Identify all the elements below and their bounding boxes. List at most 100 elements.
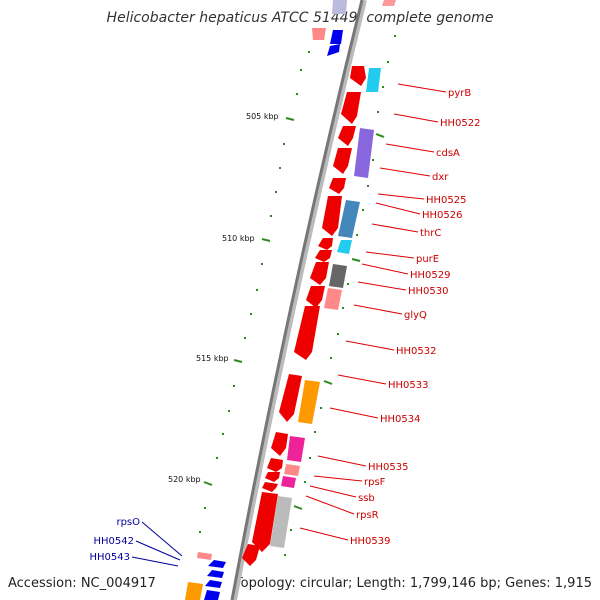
gene-label[interactable]: ssb [358,493,375,504]
label-leader [337,374,387,385]
gene-arrow[interactable] [315,250,332,262]
label-leader [313,475,363,482]
gene-label[interactable]: HH0533 [388,380,429,391]
gene-arrow[interactable] [262,482,278,492]
gene-arrow[interactable] [312,28,326,40]
gene-arrow[interactable] [318,238,333,250]
gene-arrow[interactable] [329,178,346,194]
gene-label[interactable]: HH0535 [368,462,409,473]
feature-box[interactable] [337,240,352,254]
gene-arrow[interactable] [338,126,356,146]
feature-box[interactable] [329,264,347,288]
gene-label[interactable]: pyrB [448,88,471,99]
label-leader [379,167,431,177]
gene-label[interactable]: dxr [432,172,449,183]
gene-label[interactable]: cdsA [436,148,460,159]
forward-gene-labels: pyrB HH0522 cdsA dxr HH0525 HH0526 thrC … [350,88,481,547]
label-leader [309,485,357,498]
label-leader [305,495,355,515]
gene-label[interactable]: HH0539 [350,536,391,547]
gene-arrow[interactable] [322,196,342,236]
gene-label[interactable]: HH0526 [422,210,463,221]
tick-mark [293,505,303,510]
gene-arrow[interactable] [382,0,396,6]
feature-box[interactable] [281,476,296,488]
genome-backbone-shadow [231,0,367,600]
label-leader [353,304,403,315]
feature-box[interactable] [324,288,342,310]
label-leader [375,202,421,215]
gene-arrow[interactable] [242,544,260,566]
feature-box[interactable] [338,200,360,238]
label-leader [135,540,181,561]
gene-label[interactable]: HH0530 [408,286,449,297]
reverse-label-leaders [131,521,183,567]
feature-box[interactable] [185,582,203,600]
gene-label[interactable]: HH0543 [90,552,131,563]
label-leader [345,340,395,351]
tick-mark [233,359,243,363]
label-leader [329,407,379,419]
label-leader [299,527,349,541]
gene-label[interactable]: HH0532 [396,346,437,357]
feature-box[interactable] [298,380,320,424]
tick-mark [203,481,213,486]
gene-label[interactable]: HH0529 [410,270,451,281]
gene-label[interactable]: HH0525 [426,195,467,206]
gene-label[interactable]: HH0534 [380,414,421,425]
feature-box[interactable] [366,68,381,92]
gene-arrow[interactable] [208,560,226,568]
tick-mark [323,380,333,385]
label-leader [317,455,367,467]
gene-arrow[interactable] [271,432,288,456]
label-leader [141,521,183,557]
gene-arrow[interactable] [197,552,212,560]
gene-label[interactable]: rpsF [364,477,386,488]
gene-label[interactable]: HH0522 [440,118,481,129]
tick-label: 505 kbp [246,112,279,121]
gene-label[interactable]: rpsR [356,510,379,521]
gene-arrow[interactable] [330,30,343,44]
gene-arrow[interactable] [350,66,366,86]
label-leader [131,556,179,567]
gene-label[interactable]: thrC [420,228,441,239]
tick-mark [285,117,295,121]
tick-label: 515 kbp [196,354,229,363]
feature-box[interactable] [284,464,300,476]
gene-arrow[interactable] [279,374,302,422]
gene-label[interactable]: HH0542 [94,536,135,547]
gene-arrow[interactable] [204,590,220,600]
genome-backbone [230,0,364,600]
gene-arrow[interactable] [294,306,320,360]
gene-arrow[interactable] [267,458,283,472]
feature-box[interactable] [332,0,347,14]
feature-boxes [185,0,381,600]
label-leader [393,113,439,123]
feature-box[interactable] [270,496,292,548]
reverse-gene-labels: rpsO HH0542 HH0543 [90,517,141,563]
feature-box[interactable] [287,436,305,462]
gene-label[interactable]: glyQ [404,310,427,321]
gene-label[interactable]: rpsO [116,517,140,528]
gene-arrow[interactable] [265,472,280,482]
gene-label[interactable]: purE [416,254,439,265]
gene-arrow[interactable] [310,262,329,285]
gene-arrow[interactable] [205,580,222,588]
accession-text: Accession: NC_004917 [8,576,156,591]
gene-arrow[interactable] [252,492,278,552]
label-leader [365,251,415,259]
gene-arrow[interactable] [333,148,352,174]
tick-mark [351,258,361,262]
label-leader [361,263,409,275]
feature-box[interactable] [354,128,374,178]
gene-arrow[interactable] [327,44,340,56]
gene-arrow[interactable] [341,92,361,124]
gene-arrow[interactable] [207,570,224,578]
tick-marks [199,35,396,556]
gene-arrow[interactable] [306,286,325,308]
forward-genes [197,0,396,566]
label-leader [371,223,419,233]
tick-label: 520 kbp [168,475,201,484]
tick-mark [261,238,271,242]
